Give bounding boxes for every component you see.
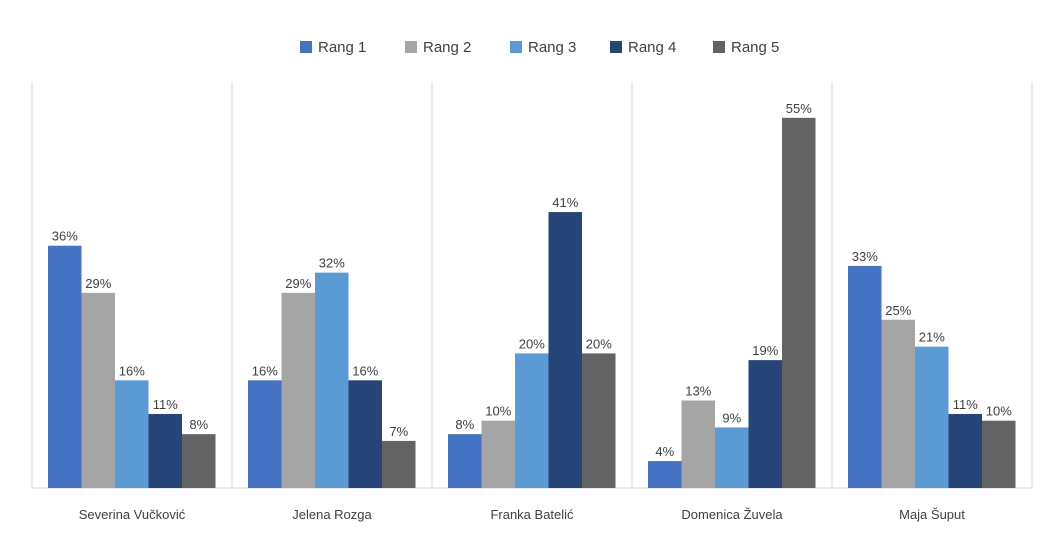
- category-label-jelena-rozga: Jelena Rozga: [292, 507, 372, 522]
- data-label-rang-1-jelena-rozga: 16%: [252, 363, 278, 378]
- legend-label: Rang 1: [318, 39, 366, 56]
- bar-rang-5-franka-batelic: [582, 353, 616, 488]
- bar-rang-1-severina-vuckovic: [48, 245, 82, 488]
- data-label-rang-4-maja-suput: 11%: [953, 397, 978, 412]
- data-label-rang-3-severina-vuckovic: 16%: [119, 363, 145, 378]
- bar-rang-2-maja-suput: [881, 319, 915, 488]
- bars: [48, 117, 1016, 488]
- legend-item-rang-3: Rang 3: [510, 39, 576, 56]
- category-labels: Severina Vučković Jelena Rozga Franka Bate…: [79, 507, 966, 522]
- legend-label: Rang 2: [423, 39, 471, 56]
- data-label-rang-3-jelena-rozga: 32%: [319, 256, 345, 271]
- data-label-rang-3-franka-batelic: 20%: [519, 336, 545, 351]
- legend-label: Rang 5: [731, 39, 779, 56]
- data-label-rang-2-maja-suput: 25%: [885, 303, 911, 318]
- legend-swatch: [610, 41, 622, 53]
- bar-rang-4-domenica-zuvela: [748, 360, 782, 488]
- data-label-rang-5-maja-suput: 10%: [986, 404, 1012, 419]
- category-label-domenica-zuvela: Domenica Žuvela: [681, 507, 783, 522]
- bar-rang-5-severina-vuckovic: [182, 434, 216, 488]
- data-label-rang-1-franka-batelic: 8%: [455, 417, 474, 432]
- data-label-rang-3-maja-suput: 21%: [919, 330, 945, 345]
- bar-rang-1-domenica-zuvela: [648, 461, 682, 488]
- data-label-rang-3-domenica-zuvela: 9%: [722, 410, 741, 425]
- bar-rang-1-jelena-rozga: [248, 380, 282, 488]
- data-label-rang-4-severina-vuckovic: 11%: [153, 397, 178, 412]
- legend: Rang 1 Rang 2 Rang 3 Rang 4 Rang 5: [300, 39, 779, 56]
- data-label-rang-5-franka-batelic: 20%: [586, 336, 612, 351]
- data-label-rang-1-severina-vuckovic: 36%: [52, 229, 78, 244]
- bar-rang-1-maja-suput: [848, 265, 882, 488]
- data-label-rang-5-jelena-rozga: 7%: [389, 424, 408, 439]
- data-label-rang-1-maja-suput: 33%: [852, 249, 878, 264]
- bar-rang-3-franka-batelic: [515, 353, 549, 488]
- bar-rang-4-franka-batelic: [548, 212, 582, 488]
- bar-rang-5-domenica-zuvela: [782, 117, 816, 488]
- legend-swatch: [405, 41, 417, 53]
- bar-rang-1-franka-batelic: [448, 434, 482, 488]
- legend-item-rang-1: Rang 1: [300, 39, 366, 56]
- bar-rang-5-maja-suput: [982, 420, 1016, 488]
- bar-rang-3-jelena-rozga: [315, 272, 349, 488]
- legend-swatch: [713, 41, 725, 53]
- legend-label: Rang 4: [628, 39, 676, 56]
- data-label-rang-2-domenica-zuvela: 13%: [685, 384, 711, 399]
- legend-label: Rang 3: [528, 39, 576, 56]
- data-label-rang-2-jelena-rozga: 29%: [285, 276, 311, 291]
- bar-rang-5-jelena-rozga: [382, 440, 416, 488]
- data-label-rang-4-domenica-zuvela: 19%: [752, 343, 778, 358]
- bar-rang-4-severina-vuckovic: [148, 413, 182, 488]
- category-label-severina-vuckovic: Severina Vučković: [79, 507, 186, 522]
- data-label-rang-4-jelena-rozga: 16%: [352, 363, 378, 378]
- bar-rang-3-severina-vuckovic: [115, 380, 149, 488]
- bar-rang-2-franka-batelic: [481, 420, 515, 488]
- value-labels: 36% 29% 16% 11% 8% 16% 29% 32% 16% 7% 8% 10% 20% 41% 2…: [52, 101, 1012, 459]
- bar-rang-4-jelena-rozga: [348, 380, 382, 488]
- legend-item-rang-4: Rang 4: [610, 39, 676, 56]
- bar-rang-4-maja-suput: [948, 413, 982, 488]
- bar-rang-2-jelena-rozga: [281, 292, 315, 488]
- data-label-rang-4-franka-batelic: 41%: [552, 195, 578, 210]
- bar-rang-2-severina-vuckovic: [81, 292, 115, 488]
- data-label-rang-1-domenica-zuvela: 4%: [655, 444, 674, 459]
- bar-rang-3-maja-suput: [915, 346, 949, 488]
- category-label-franka-batelic: Franka Batelić: [490, 507, 574, 522]
- category-label-maja-suput: Maja Šuput: [899, 507, 965, 522]
- data-label-rang-2-severina-vuckovic: 29%: [85, 276, 111, 291]
- data-label-rang-5-domenica-zuvela: 55%: [786, 101, 812, 116]
- data-label-rang-2-franka-batelic: 10%: [485, 404, 511, 419]
- legend-swatch: [510, 41, 522, 53]
- legend-item-rang-2: Rang 2: [405, 39, 471, 56]
- bar-rang-3-domenica-zuvela: [715, 427, 749, 488]
- bar-rang-2-domenica-zuvela: [681, 400, 715, 488]
- legend-swatch: [300, 41, 312, 53]
- legend-item-rang-5: Rang 5: [713, 39, 779, 56]
- data-label-rang-5-severina-vuckovic: 8%: [189, 417, 208, 432]
